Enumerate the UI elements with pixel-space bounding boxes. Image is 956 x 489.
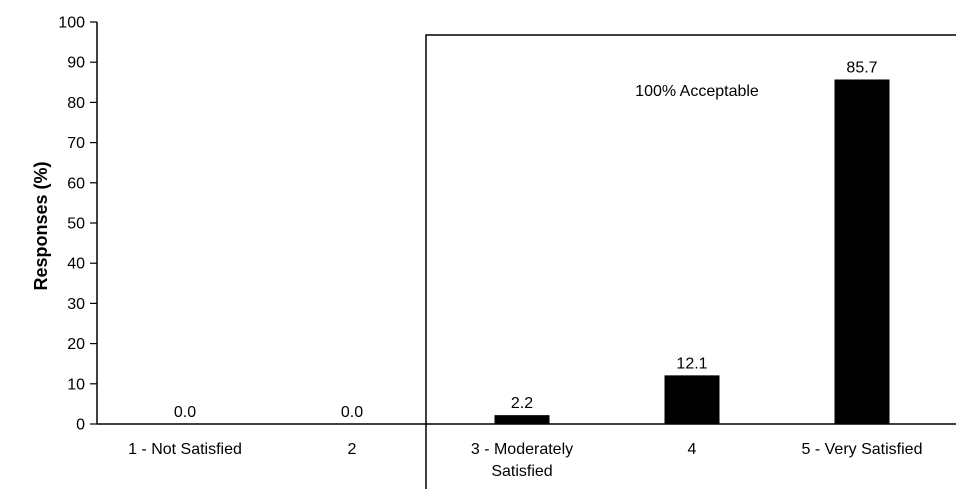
y-tick-label: 50 (67, 216, 85, 233)
y-tick-label: 40 (67, 256, 85, 273)
x-tick-label: 1 - Not Satisfied (128, 441, 242, 458)
data-label: 0.0 (174, 404, 196, 421)
y-tick-label: 60 (67, 175, 85, 192)
data-label: 2.2 (511, 395, 533, 412)
bar (834, 79, 890, 425)
x-tick-label: 4 (688, 441, 697, 458)
x-tick-label: 3 - Moderately Satisfied (471, 441, 573, 480)
y-tick-label: 10 (67, 376, 85, 393)
bar (664, 375, 720, 424)
data-label: 85.7 (846, 59, 877, 76)
y-axis-label: Responses (%) (31, 161, 51, 290)
acceptable-annotation: 100% Acceptable (635, 83, 759, 100)
y-tick-label: 80 (67, 95, 85, 112)
y-tick-label: 30 (67, 296, 85, 313)
x-tick-label: 5 - Very Satisfied (802, 441, 923, 458)
y-tick-label: 20 (67, 336, 85, 353)
data-label: 0.0 (341, 404, 363, 421)
y-tick-label: 70 (67, 135, 85, 152)
y-tick-label: 100 (58, 15, 85, 32)
x-tick-label: 2 (348, 441, 357, 458)
acceptable-box (425, 34, 956, 489)
data-label: 12.1 (676, 355, 707, 372)
y-tick-label: 90 (67, 55, 85, 72)
bar (494, 415, 550, 424)
y-tick-label: 0 (76, 417, 85, 434)
